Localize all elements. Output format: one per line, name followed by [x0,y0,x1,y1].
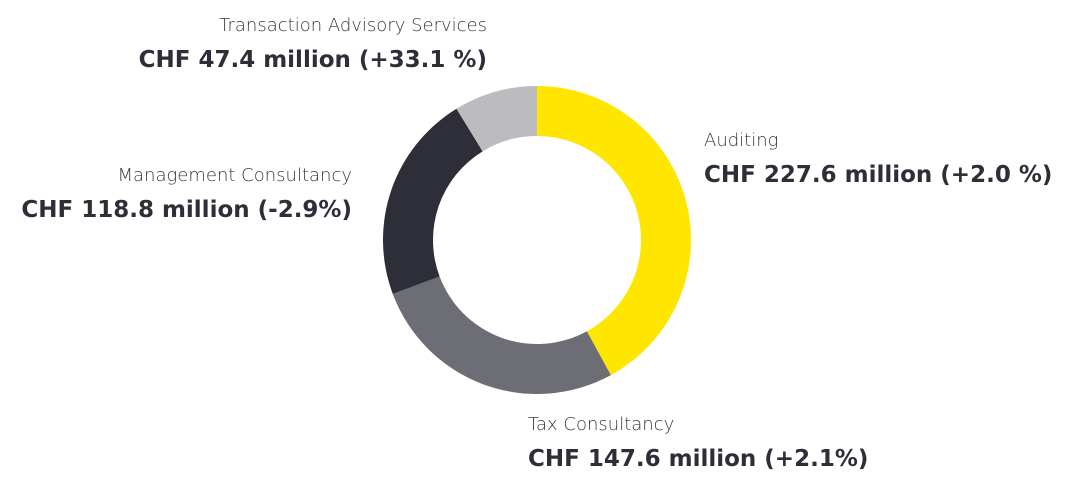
segment-name: Auditing [704,130,778,151]
segment-name: Management Consultancy [118,165,353,186]
donut-segment [392,276,611,394]
donut-segment [383,108,483,294]
segment-value-label: CHF 47.4 million (+33.1 %) [139,47,487,73]
donut-segment [456,86,537,152]
segment-value-label: CHF 227.6 million (+2.0 %) [704,162,1052,188]
segment-name: Tax Consultancy [528,414,674,435]
segment-name: Transaction Advisory Services [219,15,487,36]
donut-segment [537,86,691,376]
segment-value-label: CHF 147.6 million (+2.1%) [528,446,868,472]
segment-value-label: CHF 118.8 million (-2.9%) [21,197,352,223]
